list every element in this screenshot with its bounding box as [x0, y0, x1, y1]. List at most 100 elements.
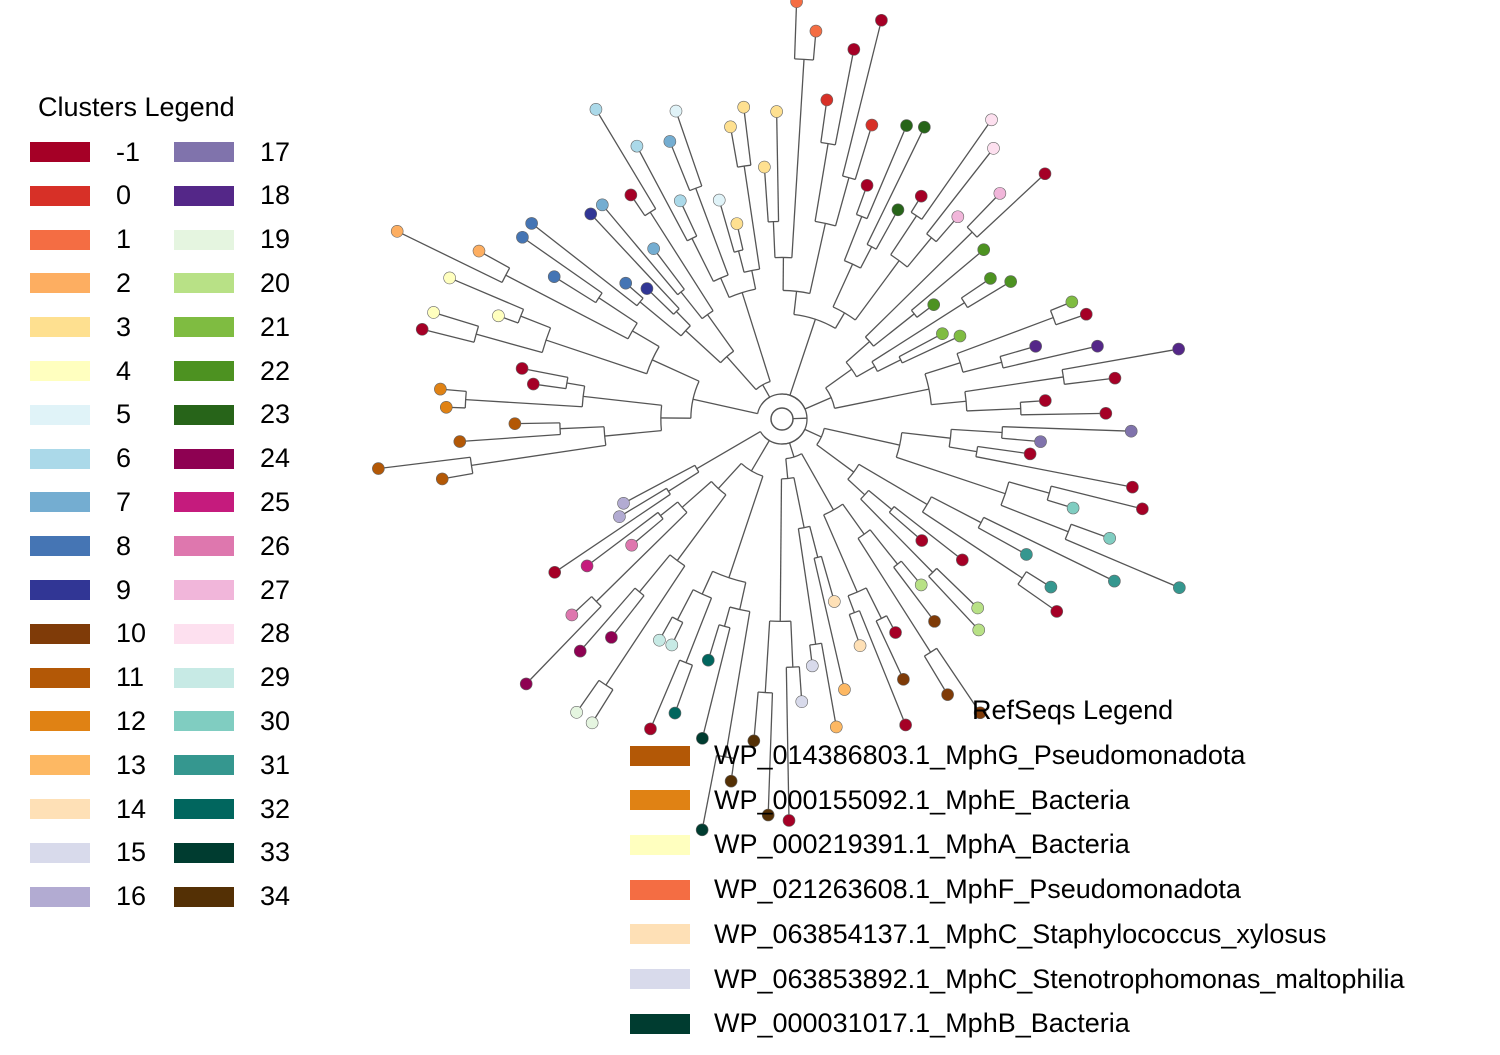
- tree-branch: [520, 315, 551, 329]
- leaf-node-marker: [525, 217, 538, 230]
- tree-leaves: [372, 0, 1186, 837]
- leaf-node-marker: [665, 638, 679, 652]
- tree-branch: [701, 627, 731, 739]
- refseq-label: WP_063853892.1_MphC_Stenotrophomonas_mal…: [714, 963, 1405, 994]
- leaf-node-marker: [951, 210, 965, 224]
- cluster-color-swatch: [174, 448, 234, 469]
- clusters-legend-item: 21: [174, 312, 290, 342]
- leaf-node-marker: [605, 631, 618, 644]
- tree-branch-arc: [660, 405, 663, 431]
- cluster-label: 14: [116, 793, 147, 824]
- clusters-legend-item: 18: [174, 180, 290, 210]
- cluster-color-swatch: [174, 185, 234, 206]
- tree-branch: [788, 442, 795, 458]
- leaf-node-marker: [653, 633, 666, 647]
- leaf-node-marker: [900, 119, 913, 132]
- leaf-node-marker: [977, 243, 991, 257]
- tree-branch: [834, 388, 930, 409]
- cluster-color-swatch: [174, 142, 234, 162]
- leaf-node-marker: [1172, 342, 1185, 356]
- tree-branch: [750, 440, 770, 472]
- tree-branch: [864, 231, 973, 338]
- refseqs-legend-title: RefSeqs Legend: [972, 695, 1174, 725]
- tree-branch: [595, 109, 657, 210]
- tree-branch: [790, 621, 794, 668]
- leaf-node-marker: [914, 578, 928, 592]
- tree-branch: [1064, 538, 1180, 589]
- tree-branch-arc: [960, 297, 969, 308]
- tree-branch: [888, 511, 923, 542]
- leaf-node-marker: [548, 566, 562, 579]
- refseq-legend-item: WP_000031017.1_MphB_Bacteria: [630, 1008, 1130, 1039]
- clusters-legend-item: 9: [30, 575, 131, 605]
- cluster-color-swatch: [30, 404, 90, 425]
- tree-branch-arc: [779, 393, 808, 445]
- tree-branch: [475, 333, 543, 354]
- refseq-label: WP_000155092.1_MphE_Bacteria: [714, 784, 1130, 815]
- clusters-legend-item: 29: [174, 662, 290, 692]
- tree-branch: [378, 456, 471, 470]
- tree-branch: [845, 341, 871, 363]
- cluster-label: 3: [116, 311, 132, 342]
- leaf-node-marker: [899, 718, 912, 732]
- tree-branch-arc: [860, 489, 870, 500]
- tree-branch: [601, 204, 679, 296]
- tree-branch: [896, 456, 1006, 495]
- tree-branch: [685, 330, 722, 364]
- tree-branch: [820, 556, 835, 602]
- tree-branch-arc: [1064, 524, 1072, 540]
- leaf-node-marker: [838, 683, 851, 696]
- tree-branch: [649, 659, 681, 730]
- tree-branch: [785, 458, 789, 479]
- cluster-label: 2: [116, 267, 132, 298]
- cluster-color-swatch: [30, 667, 90, 688]
- tree-branch: [619, 487, 667, 518]
- cluster-label: 28: [260, 618, 291, 649]
- tree-branch: [814, 143, 829, 222]
- tree-branch: [1008, 481, 1050, 494]
- tree-branch-arc: [559, 422, 562, 435]
- cluster-label: 32: [260, 793, 291, 824]
- cluster-color-swatch: [30, 580, 90, 600]
- tree-branch: [779, 478, 783, 622]
- tree-branch: [820, 99, 828, 143]
- cluster-color-swatch: [174, 317, 234, 338]
- tree-branch: [967, 281, 1012, 309]
- leaf-node-marker: [630, 139, 644, 153]
- leaf-node-marker: [1038, 167, 1052, 181]
- leaf-node-marker: [434, 382, 447, 396]
- tree-branch: [976, 173, 1046, 238]
- leaf-node-marker: [527, 377, 540, 391]
- clusters-legend-item: 3: [30, 312, 131, 342]
- refseq-legend-item: WP_000219391.1_MphA_Bacteria: [630, 829, 1130, 860]
- refseq-legend-item: WP_063853892.1_MphC_Stenotrophomonas_mal…: [630, 964, 1404, 995]
- tree-branch: [936, 567, 979, 609]
- leaf-node-marker: [853, 639, 867, 652]
- cluster-color-swatch: [174, 273, 234, 294]
- leaf-node-marker: [956, 553, 969, 567]
- refseq-legend-item: WP_014386803.1_MphG_Pseudomonadota: [630, 740, 1245, 771]
- tree-branch: [866, 126, 925, 245]
- tree-branch-arc: [813, 555, 822, 559]
- refseq-label: WP_014386803.1_MphG_Pseudomonadota: [714, 740, 1246, 770]
- tree-branch: [545, 339, 647, 375]
- tree-branch-arc: [966, 226, 978, 238]
- leaf-node-marker: [696, 732, 709, 745]
- leaf-node-marker: [790, 0, 803, 8]
- cluster-color-swatch: [30, 799, 90, 819]
- tree-root-node: [770, 407, 794, 431]
- clusters-legend-item: 20: [174, 268, 290, 298]
- tree-branches: [378, 1, 1180, 830]
- tree-branch: [966, 407, 1021, 412]
- cluster-label: 13: [116, 749, 147, 780]
- tree-branch: [449, 277, 524, 310]
- leaf-node-marker: [761, 808, 775, 822]
- tree-branch: [893, 506, 963, 561]
- leaf-node-marker: [730, 217, 744, 230]
- tree-branch: [873, 313, 915, 347]
- tree-branch: [832, 263, 854, 308]
- tree-branch: [877, 359, 901, 372]
- tree-branch: [720, 277, 730, 298]
- tree-branch: [701, 755, 718, 830]
- tree-branch: [679, 200, 698, 237]
